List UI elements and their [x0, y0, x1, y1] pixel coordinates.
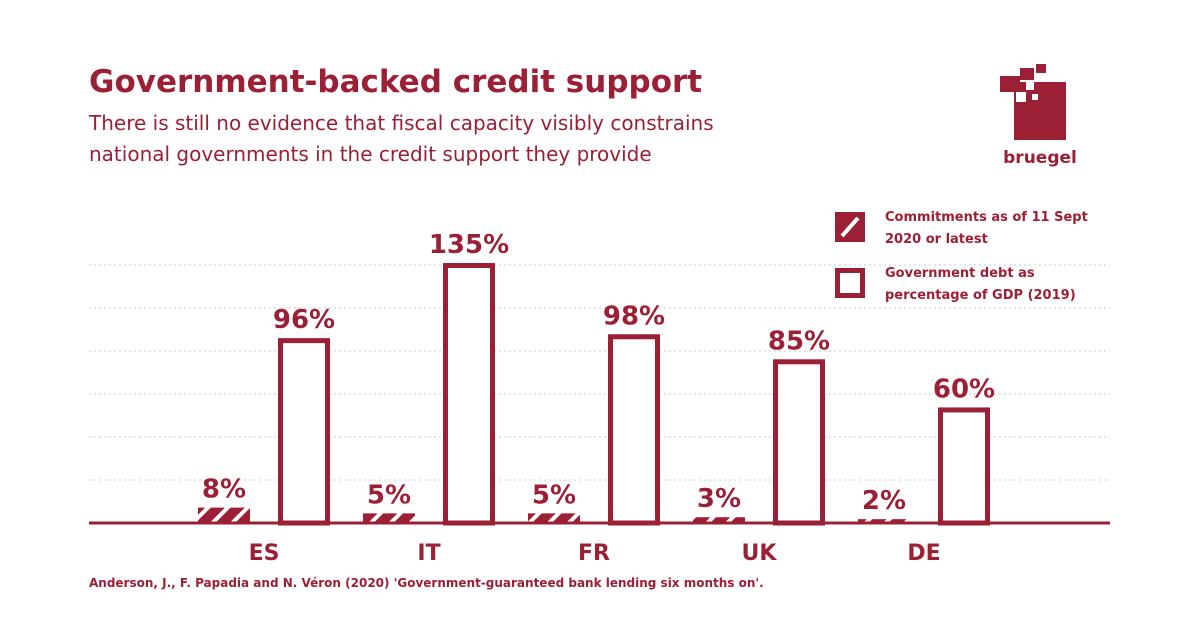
category-label-de: DE [907, 541, 940, 566]
value-label-commitments-de: 2% [862, 486, 906, 516]
legend-label-commitments: Commitments as of 11 Sept [885, 210, 1088, 225]
value-labels: 8% 96% 5% 135% 5% 98% 3% 85% 2% 60% [202, 230, 995, 516]
bar-debt-fr [608, 334, 660, 526]
bar-debt-de [938, 407, 990, 526]
value-label-commitments-it: 5% [367, 480, 411, 510]
value-label-debt-de: 60% [933, 374, 995, 404]
bar-debt-es [278, 338, 330, 526]
legend: Commitments as of 11 Sept 2020 or latest G… [835, 210, 1088, 303]
category-label-fr: FR [578, 541, 610, 566]
bar-commitments-es [198, 507, 250, 523]
value-label-commitments-fr: 5% [532, 480, 576, 510]
value-label-commitments-uk: 3% [697, 484, 741, 514]
value-label-commitments-es: 8% [202, 475, 246, 505]
legend-swatch-hatch [840, 216, 860, 238]
value-label-debt-fr: 98% [603, 301, 665, 331]
legend-swatch-debt [835, 268, 865, 298]
value-label-debt-es: 96% [273, 305, 335, 335]
category-label-it: IT [417, 541, 440, 566]
chart-subtitle: There is still no evidence that fiscal c… [89, 111, 714, 166]
legend-label-commitments: 2020 or latest [885, 232, 988, 247]
legend-label-debt: Government debt as [885, 266, 1035, 281]
bar-commitments-fr [528, 513, 580, 523]
category-label-es: ES [249, 541, 280, 566]
category-labels: ES IT FR UK DE [249, 541, 941, 566]
bar-debt-uk [773, 359, 825, 526]
legend-label-debt: percentage of GDP (2019) [885, 288, 1076, 303]
bar-commitments-de [858, 519, 910, 523]
bars [198, 263, 990, 526]
value-label-debt-it: 135% [429, 230, 509, 260]
bruegel-logo-icon: bruegel [1000, 64, 1077, 168]
bar-debt-it [443, 263, 495, 526]
bar-commitments-it [363, 513, 415, 523]
bruegel-logo: bruegel [998, 62, 1078, 176]
source-note: Anderson, J., F. Papadia and N. Véron (2… [89, 576, 764, 590]
category-label-uk: UK [742, 541, 778, 566]
value-label-debt-uk: 85% [768, 326, 830, 356]
chart-title: Government-backed credit support [89, 64, 703, 100]
logo-wordmark: bruegel [1003, 148, 1077, 168]
bar-commitments-uk [693, 517, 745, 523]
